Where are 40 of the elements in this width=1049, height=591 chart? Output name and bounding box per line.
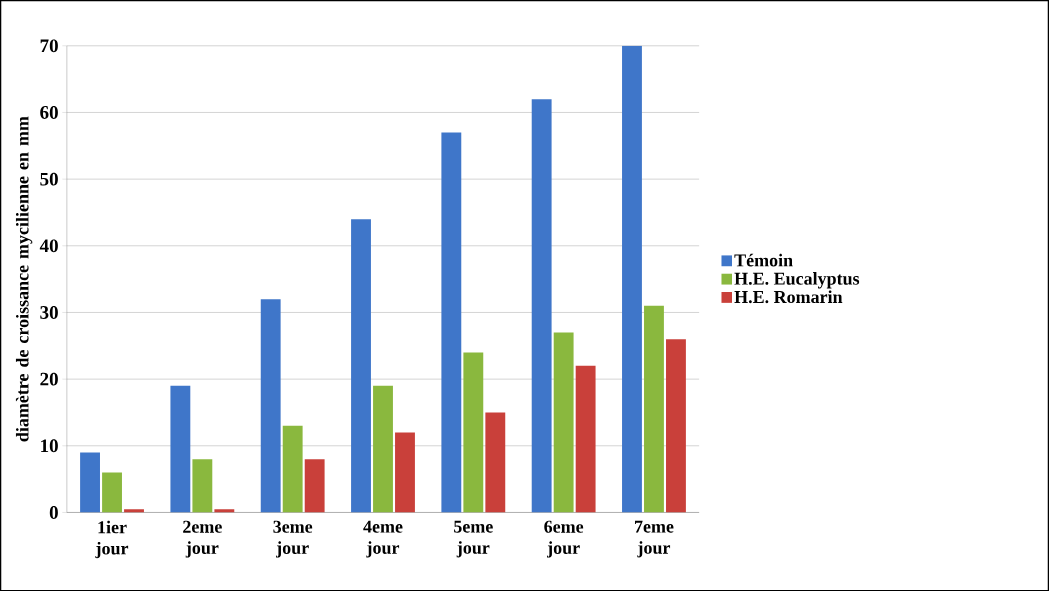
y-tick-label: 20 <box>40 372 58 386</box>
x-tick-label: 4eme jour <box>363 520 403 558</box>
x-tick-label: 5eme jour <box>454 520 493 558</box>
legend-label: H.E. Eucalyptus <box>734 271 860 289</box>
y-tick-label: 0 <box>49 505 58 519</box>
y-tick-label: 70 <box>40 39 58 53</box>
bar <box>485 412 506 513</box>
legend-label: H.E. Romarin <box>734 290 843 303</box>
x-tick-label: 6eme jour <box>544 520 584 558</box>
bar <box>260 298 281 513</box>
bar <box>575 365 596 513</box>
y-tick-label: 50 <box>40 172 58 186</box>
bar <box>441 132 462 513</box>
y-tick-label: 40 <box>39 239 58 253</box>
bar <box>644 305 664 513</box>
bar <box>214 508 235 513</box>
bar <box>373 385 393 513</box>
bar <box>666 338 686 513</box>
x-tick-label: 3eme jour <box>273 520 313 558</box>
bar <box>304 458 325 513</box>
bar <box>531 98 552 513</box>
y-tick-label: 10 <box>41 439 58 453</box>
bar <box>102 472 122 513</box>
x-tick-label: 7eme jour <box>635 520 674 558</box>
bar <box>282 425 303 513</box>
bar <box>463 352 484 513</box>
bar <box>395 432 415 513</box>
y-tick-label: 30 <box>40 305 58 319</box>
bar <box>351 218 371 513</box>
y-tick-label: 60 <box>40 105 58 119</box>
bar <box>170 385 191 513</box>
y-axis-title: diamètre de croissance mycilienne en mm <box>15 116 33 442</box>
x-tick-label: 1ier jour <box>95 520 129 559</box>
bar <box>80 452 100 513</box>
bar <box>553 332 574 513</box>
x-tick-label: 2eme jour <box>183 520 222 558</box>
legend-label: Témoin <box>734 253 793 267</box>
bar <box>622 45 642 513</box>
bar <box>124 508 144 513</box>
bar <box>192 458 213 513</box>
